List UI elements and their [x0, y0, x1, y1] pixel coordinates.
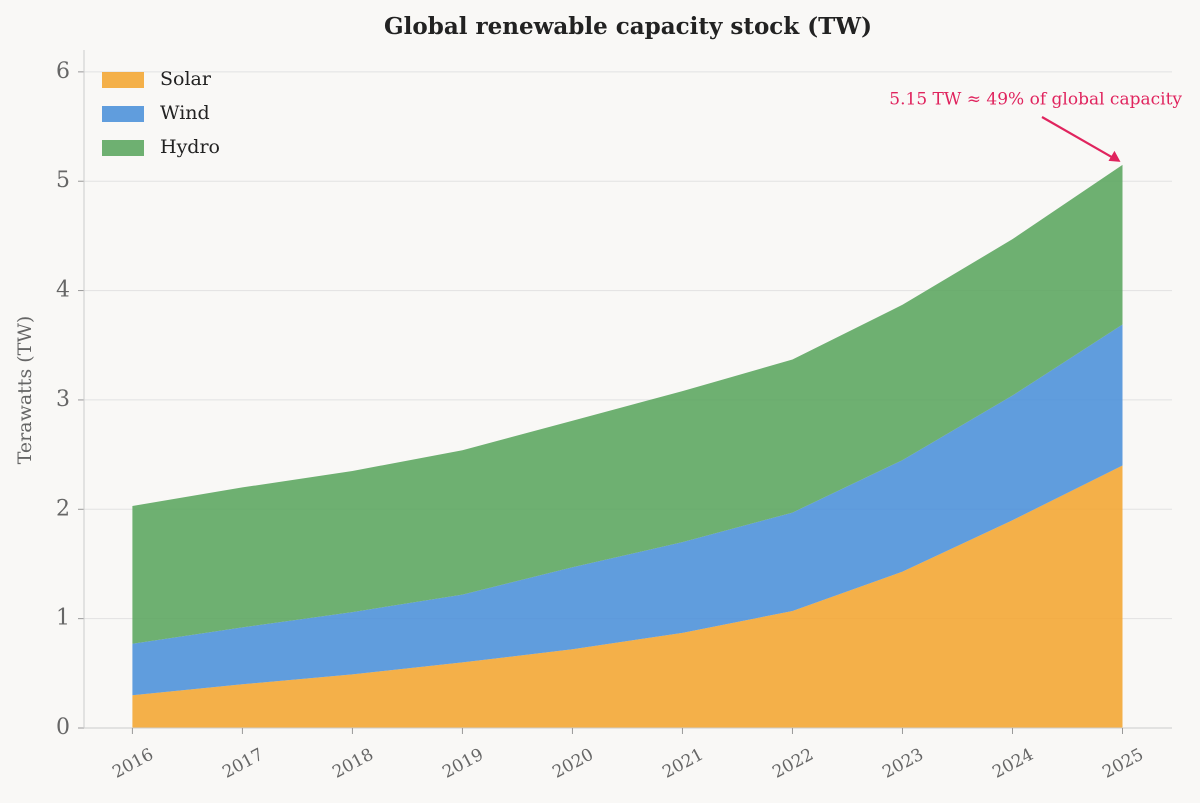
x-tick-label: 2024 [989, 745, 1037, 783]
y-tick-label: 0 [56, 715, 70, 740]
x-tick-label: 2023 [879, 745, 927, 783]
y-tick-label: 4 [56, 278, 70, 303]
x-tick-label: 2018 [329, 745, 377, 783]
x-tick-label: 2016 [109, 745, 157, 783]
x-tick-label: 2021 [659, 745, 707, 783]
legend-swatch [102, 106, 144, 122]
area [132, 324, 1123, 696]
legend-swatch [102, 72, 144, 88]
x-tick-label: 2019 [439, 745, 487, 783]
y-tick-label: 1 [56, 606, 70, 631]
x-tick-label: 2025 [1099, 745, 1147, 783]
x-tick-label: 2020 [549, 745, 597, 783]
legend-label: Solar [160, 68, 212, 90]
y-axis-label: Terawatts (TW) [14, 316, 36, 465]
y-tick-label: 2 [56, 496, 70, 521]
annotation-arrow [1041, 116, 1118, 161]
area [132, 164, 1123, 644]
chart-title: Global renewable capacity stock (TW) [384, 13, 872, 40]
legend-label: Wind [160, 102, 210, 124]
y-tick-label: 6 [56, 59, 70, 84]
x-tick-label: 2017 [219, 745, 267, 783]
area [132, 465, 1123, 728]
y-tick-label: 5 [56, 168, 70, 193]
legend-label: Hydro [160, 136, 220, 158]
annotation-arrowhead [1108, 150, 1121, 162]
x-tick-label: 2022 [769, 745, 817, 783]
legend-swatch [102, 140, 144, 156]
annotation: 5.15 TW ≈ 49% of global capacity [889, 90, 1182, 110]
y-tick-label: 3 [56, 387, 70, 412]
